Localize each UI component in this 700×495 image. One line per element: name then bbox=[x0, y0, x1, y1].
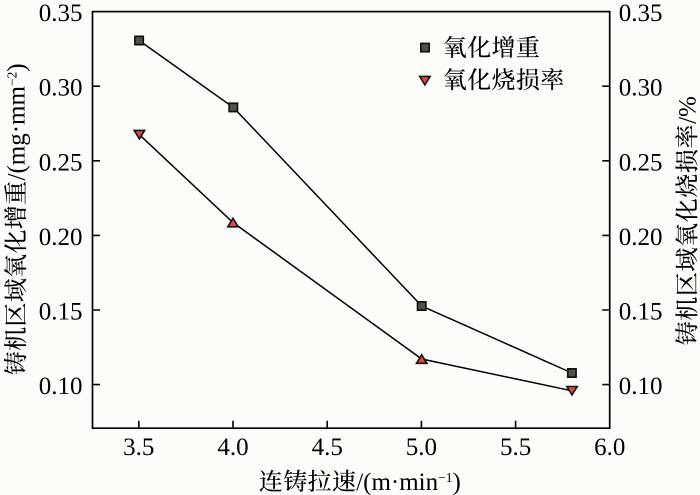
svg-text:0.30: 0.30 bbox=[619, 75, 663, 102]
svg-text:0.30: 0.30 bbox=[39, 75, 83, 102]
svg-text:6.0: 6.0 bbox=[594, 434, 625, 461]
svg-text:0.20: 0.20 bbox=[39, 224, 83, 251]
svg-text:0.25: 0.25 bbox=[619, 149, 663, 176]
svg-text:3.5: 3.5 bbox=[123, 434, 154, 461]
svg-text:0.15: 0.15 bbox=[39, 299, 83, 326]
svg-text:0.10: 0.10 bbox=[619, 373, 663, 400]
svg-text:0.35: 0.35 bbox=[619, 0, 663, 27]
svg-text:0.15: 0.15 bbox=[619, 299, 663, 326]
svg-text:5.5: 5.5 bbox=[500, 434, 531, 461]
svg-text:5.0: 5.0 bbox=[406, 434, 437, 461]
svg-text:4.0: 4.0 bbox=[217, 434, 248, 461]
svg-text:4.5: 4.5 bbox=[312, 434, 343, 461]
svg-text:0.10: 0.10 bbox=[39, 373, 83, 400]
svg-text:/%: /% bbox=[675, 96, 700, 124]
svg-text:0.35: 0.35 bbox=[39, 0, 83, 27]
svg-text:0.25: 0.25 bbox=[39, 149, 83, 176]
svg-text:0.20: 0.20 bbox=[619, 224, 663, 251]
